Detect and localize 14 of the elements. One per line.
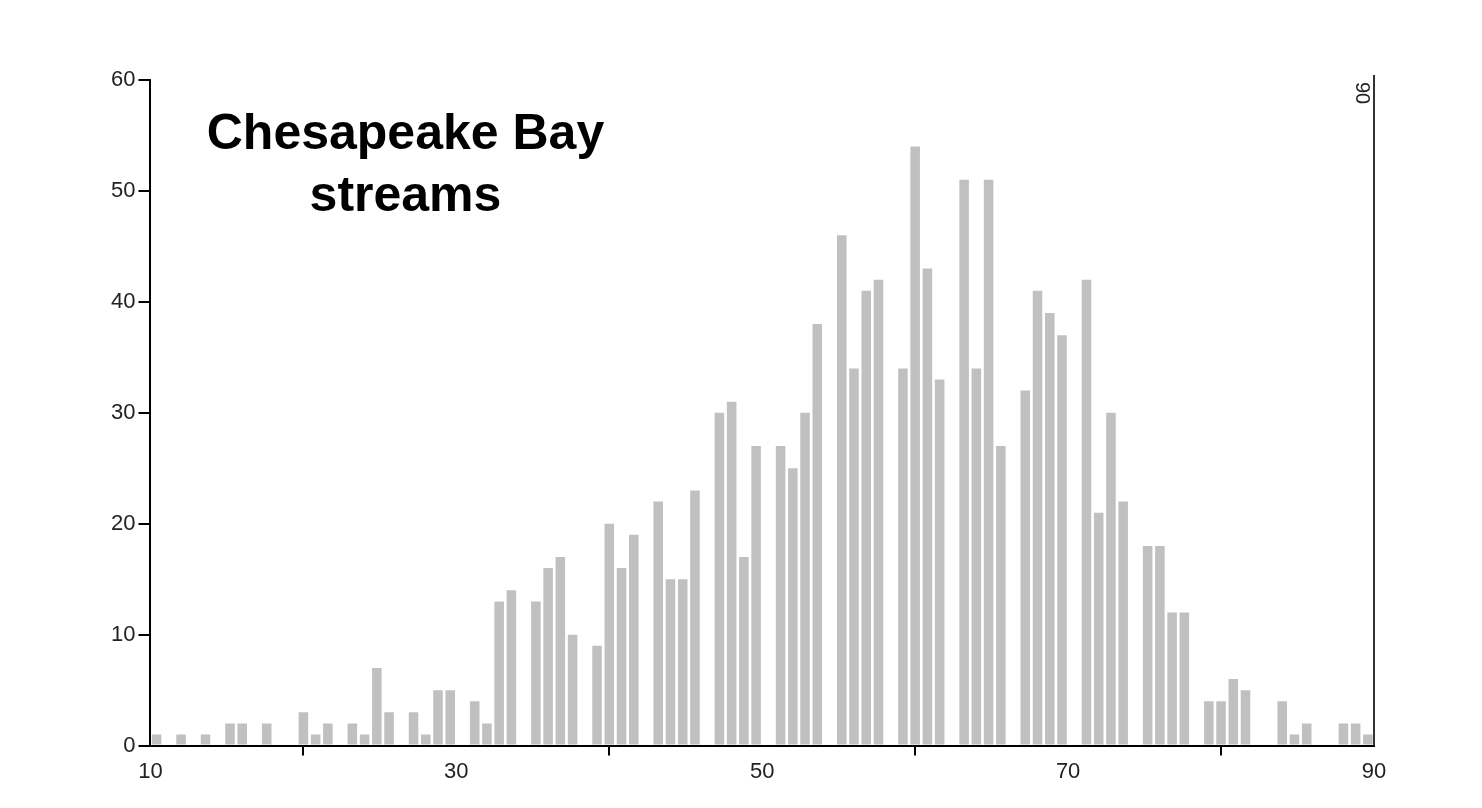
y-tick-label: 30 — [110, 398, 136, 424]
x-tick-label: 90 — [1361, 757, 1387, 783]
x-tick-label: 50 — [749, 757, 775, 783]
x-tick-label: 70 — [1055, 757, 1081, 783]
y-tick-label: 0 — [123, 731, 136, 757]
y-tick-label: 60 — [110, 66, 136, 92]
y-tick-label: 20 — [110, 509, 136, 535]
ref-line-label: 90 — [1352, 82, 1375, 105]
y-tick-label: 10 — [110, 620, 136, 646]
y-tick-label: 50 — [110, 177, 136, 202]
text: Chesapeake Bay streams — [206, 103, 605, 222]
y-tick-label: 40 — [110, 287, 136, 313]
x-tick-label: 10 — [138, 757, 163, 783]
x-tick-label: 30 — [444, 757, 469, 783]
